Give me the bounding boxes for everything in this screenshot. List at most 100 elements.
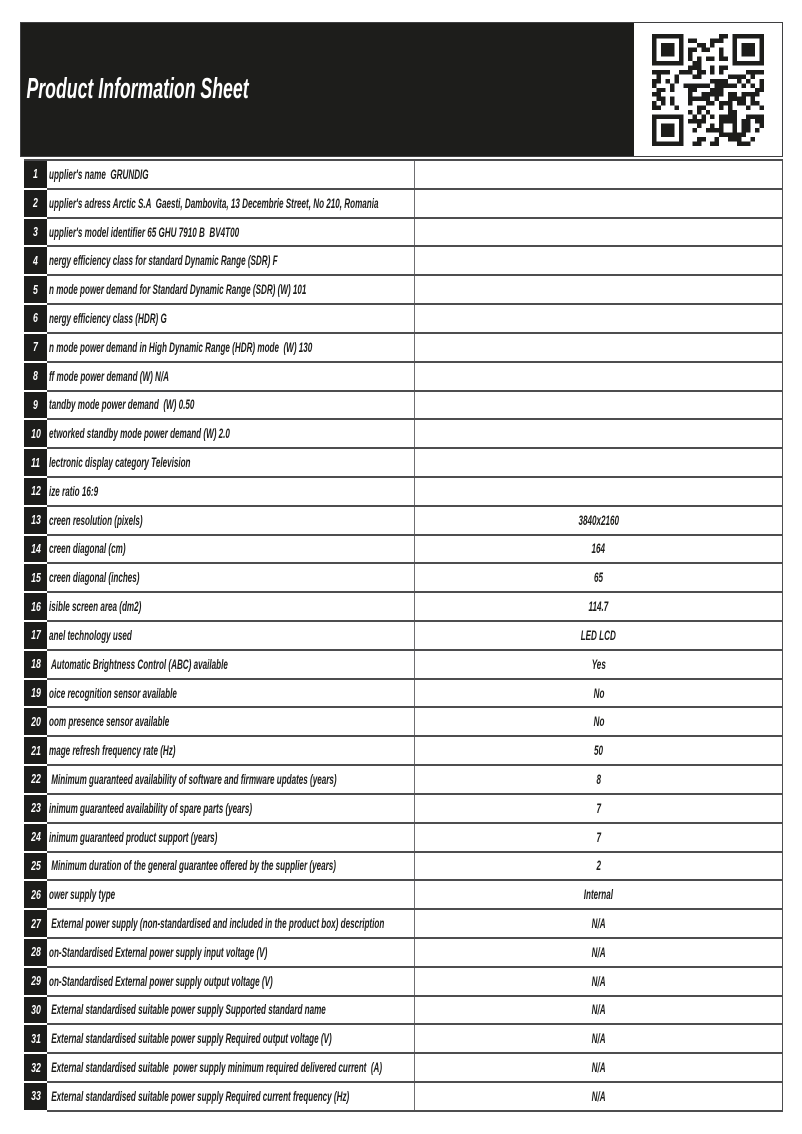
label-cell: n mode power demand for Standard Dynamic… — [47, 276, 415, 304]
label-cell: nergy efficiency class for standard Dyna… — [47, 247, 415, 275]
row-label: tandby mode power demand (W) 0.50 — [49, 397, 195, 413]
row-label: ower supply type — [49, 887, 116, 903]
row-number: 15 — [30, 570, 41, 585]
row-label: nergy efficiency class for standard Dyna… — [49, 253, 278, 269]
table-row: 22 Minimum guaranteed availability of so… — [24, 766, 783, 795]
value-cell: N/A — [415, 997, 782, 1024]
row-number: 19 — [30, 686, 41, 701]
row-number-badge: 24 — [24, 823, 47, 851]
row-label: n mode power demand in High Dynamic Rang… — [49, 339, 313, 355]
row-label: creen diagonal (inches) — [49, 570, 140, 586]
label-cell: ff mode power demand (W) N/A — [47, 362, 415, 390]
table-row: 31 External standardised suitable power … — [24, 1025, 783, 1055]
row-number-badge: 30 — [24, 996, 47, 1024]
row-label: oom presence sensor available — [49, 714, 170, 730]
row-number-badge: 9 — [24, 391, 47, 419]
value-cell — [415, 161, 782, 188]
row-cells: External standardised suitable power sup… — [47, 1054, 783, 1083]
row-number: 20 — [30, 714, 41, 729]
table-row: 16 isible screen area (dm2) 114.7 — [24, 593, 783, 622]
row-label: External standardised suitable power sup… — [49, 1002, 326, 1018]
row-number-badge: 5 — [24, 276, 47, 304]
row-number: 7 — [33, 340, 38, 355]
row-cells: External standardised suitable power sup… — [47, 1083, 783, 1112]
row-number-badge: 13 — [24, 506, 47, 534]
label-cell: on-Standardised External power supply in… — [47, 938, 415, 966]
row-label: oice recognition sensor available — [49, 685, 177, 701]
row-number-badge: 8 — [24, 362, 47, 390]
row-value: 7 — [596, 829, 601, 845]
label-cell: etworked standby mode power demand (W) 2… — [47, 420, 415, 448]
value-cell: Internal — [415, 881, 782, 908]
label-cell: Automatic Brightness Control (ABC) avail… — [47, 650, 415, 678]
value-cell — [415, 449, 782, 476]
table-row: 23 inimum guaranteed availability of spa… — [24, 794, 783, 824]
row-number-badge: 7 — [24, 333, 47, 361]
table-row: 7 n mode power demand in High Dynamic Ra… — [24, 333, 783, 363]
label-cell: creen diagonal (cm) — [47, 535, 415, 563]
row-cells: ize ratio 16:9 — [47, 477, 783, 507]
row-label: Minimum duration of the general guarante… — [49, 858, 337, 874]
row-value: LED LCD — [580, 627, 617, 643]
row-cells: on-Standardised External power supply in… — [47, 938, 783, 968]
row-label: mage refresh frequency rate (Hz) — [49, 743, 176, 759]
label-cell: External standardised suitable power sup… — [47, 996, 415, 1024]
row-number-badge: 20 — [24, 708, 47, 736]
row-cells: Minimum guaranteed availability of softw… — [47, 766, 783, 795]
row-number-badge: 33 — [24, 1083, 47, 1110]
qr-code-icon — [652, 33, 764, 146]
label-cell: isible screen area (dm2) — [47, 593, 415, 620]
row-label: ize ratio 16:9 — [49, 483, 99, 499]
row-label: etworked standby mode power demand (W) 2… — [49, 426, 230, 442]
row-number: 14 — [30, 541, 41, 556]
table-row: 10 etworked standby mode power demand (W… — [24, 420, 783, 450]
label-cell: creen resolution (pixels) — [47, 506, 415, 534]
row-number-badge: 1 — [24, 161, 47, 188]
row-number: 11 — [30, 455, 41, 470]
row-value: 7 — [596, 800, 601, 816]
row-cells: upplier's adress Arctic S.A Gaesti, Damb… — [47, 189, 783, 219]
value-cell — [415, 305, 782, 332]
row-number-badge: 31 — [24, 1025, 47, 1053]
row-number: 5 — [33, 282, 38, 297]
row-label: upplier's model identifier 65 GHU 7910 B… — [49, 224, 240, 240]
value-cell: 7 — [415, 824, 782, 851]
value-cell: 114.7 — [415, 593, 782, 620]
label-cell: mage refresh frequency rate (Hz) — [47, 737, 415, 765]
row-value: 8 — [596, 771, 601, 787]
label-cell: anel technology used — [47, 622, 415, 649]
row-cells: tandby mode power demand (W) 0.50 — [47, 391, 783, 421]
row-number: 27 — [30, 916, 41, 931]
row-number: 24 — [30, 830, 41, 845]
value-cell: Yes — [415, 651, 782, 678]
label-cell: ize ratio 16:9 — [47, 477, 415, 505]
row-number-badge: 26 — [24, 881, 47, 909]
value-cell — [415, 247, 782, 274]
table-row: 9 tandby mode power demand (W) 0.50 — [24, 391, 783, 421]
row-value: N/A — [591, 1088, 606, 1104]
table-row: 8 ff mode power demand (W) N/A — [24, 362, 783, 392]
value-cell: No — [415, 708, 782, 735]
row-cells: ff mode power demand (W) N/A — [47, 362, 783, 392]
value-cell — [415, 420, 782, 447]
row-number: 16 — [30, 599, 41, 614]
label-cell: n mode power demand in High Dynamic Rang… — [47, 333, 415, 361]
row-label: inimum guaranteed product support (years… — [49, 829, 218, 845]
row-number: 33 — [30, 1089, 41, 1104]
row-label: nergy efficiency class (HDR) G — [49, 310, 167, 326]
label-cell: External standardised suitable power sup… — [47, 1025, 415, 1053]
label-cell: upplier's model identifier 65 GHU 7910 B… — [47, 218, 415, 246]
row-number-badge: 10 — [24, 420, 47, 448]
row-number-badge: 16 — [24, 593, 47, 620]
label-cell: Minimum duration of the general guarante… — [47, 852, 415, 880]
row-label: External standardised suitable power sup… — [49, 1060, 383, 1076]
table-row: 6 nergy efficiency class (HDR) G — [24, 305, 783, 334]
row-label: inimum guaranteed availability of spare … — [49, 800, 253, 816]
table-row: 28 on-Standardised External power supply… — [24, 938, 783, 968]
value-cell: N/A — [415, 939, 782, 966]
row-number-badge: 4 — [24, 247, 47, 275]
value-cell: N/A — [415, 1083, 782, 1110]
row-label: isible screen area (dm2) — [49, 599, 142, 615]
row-cells: etworked standby mode power demand (W) 2… — [47, 420, 783, 450]
row-number-badge: 19 — [24, 679, 47, 707]
